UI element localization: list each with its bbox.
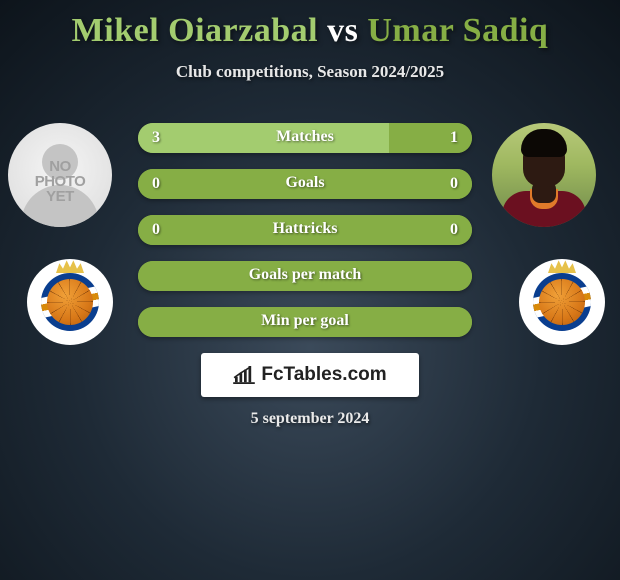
stat-row: 31Matches — [138, 123, 472, 153]
badge-ball — [47, 279, 93, 325]
stat-row: 00Goals — [138, 169, 472, 199]
date-line: 5 september 2024 — [0, 410, 620, 428]
stat-label: Hattricks — [138, 220, 472, 238]
badge-inner — [39, 271, 101, 333]
stat-label: Goals per match — [138, 266, 472, 284]
no-photo-line2: PHOTO — [8, 174, 112, 189]
player1-avatar: NO PHOTO YET — [8, 123, 112, 227]
brand-box: FcTables.com — [201, 353, 419, 397]
badge-ball — [539, 279, 585, 325]
badge-blue — [533, 273, 591, 331]
stat-row: Goals per match — [138, 261, 472, 291]
title-vs: vs — [327, 12, 358, 49]
no-photo-placeholder: NO PHOTO YET — [8, 123, 112, 227]
page-title: Mikel Oiarzabal vs Umar Sadiq — [0, 12, 620, 50]
player-photo — [492, 123, 596, 227]
ball-lines — [539, 279, 585, 325]
stat-label: Min per goal — [138, 312, 472, 330]
stat-row: 00Hattricks — [138, 215, 472, 245]
badge-blue — [41, 273, 99, 331]
badge-inner — [531, 271, 593, 333]
title-player1: Mikel Oiarzabal — [72, 12, 318, 49]
crown-icon — [56, 259, 84, 273]
player1-club-badge — [27, 259, 113, 345]
ball-lines — [47, 279, 93, 325]
no-photo-text: NO PHOTO YET — [8, 159, 112, 204]
stat-label: Goals — [138, 174, 472, 192]
hair — [521, 129, 567, 157]
crown-icon — [548, 259, 576, 273]
title-player2: Umar Sadiq — [367, 12, 548, 49]
stat-bars: 31Matches 00Goals 00Hattricks Goals per mat… — [138, 123, 472, 353]
player2-club-badge — [519, 259, 605, 345]
brand-text: FcTables.com — [261, 364, 386, 386]
stat-row: Min per goal — [138, 307, 472, 337]
no-photo-line3: YET — [8, 189, 112, 204]
player2-avatar — [492, 123, 596, 227]
subtitle: Club competitions, Season 2024/2025 — [0, 62, 620, 82]
bar-chart-icon — [233, 366, 255, 384]
no-photo-line1: NO — [8, 159, 112, 174]
stat-label: Matches — [138, 128, 472, 146]
